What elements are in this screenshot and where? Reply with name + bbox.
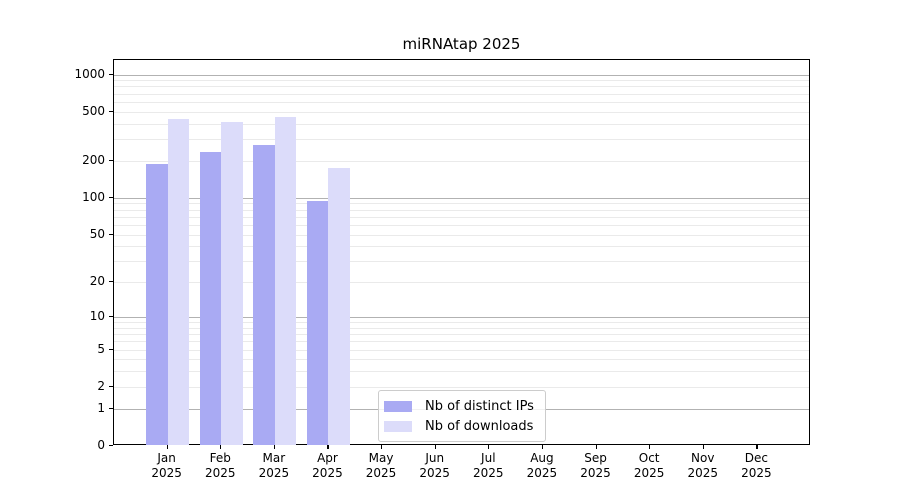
x-tick-label: Nov 2025 xyxy=(687,451,719,480)
gridline-minor xyxy=(114,216,809,218)
bar-distinct-ips xyxy=(146,163,168,445)
x-tick-label: Jul 2025 xyxy=(473,451,504,480)
legend-row-distinct-ips: Nb of distinct IPs xyxy=(384,396,534,416)
gridline-minor xyxy=(114,386,809,388)
y-tick xyxy=(109,281,113,283)
gridline-minor xyxy=(114,80,809,82)
legend-label-distinct-ips: Nb of distinct IPs xyxy=(425,398,534,414)
y-tick-label: 20 xyxy=(89,274,105,289)
gridline-minor xyxy=(114,139,809,141)
y-tick-label: 100 xyxy=(82,189,105,204)
legend-swatch-distinct-ips xyxy=(384,400,412,412)
x-tick xyxy=(434,445,436,449)
x-tick-label: Mar 2025 xyxy=(258,451,290,480)
gridline-minor xyxy=(114,93,809,95)
x-tick-label: Aug 2025 xyxy=(526,451,558,480)
gridline-minor xyxy=(114,224,809,226)
y-tick-label: 2 xyxy=(97,378,105,393)
y-tick-label: 1000 xyxy=(74,66,105,81)
x-tick xyxy=(756,445,758,449)
gridline-major xyxy=(114,317,809,319)
chart-title: miRNAtap 2025 xyxy=(402,35,521,53)
bar-distinct-ips xyxy=(253,144,275,445)
y-tick xyxy=(109,385,113,388)
y-tick xyxy=(109,233,113,235)
bar-distinct-ips xyxy=(199,152,222,445)
x-tick xyxy=(327,445,329,449)
gridline-minor xyxy=(114,334,809,336)
y-tick xyxy=(109,110,113,112)
y-tick-label: 500 xyxy=(82,103,105,118)
x-tick-label: Sep 2025 xyxy=(580,451,611,480)
legend-swatch-downloads xyxy=(384,420,412,432)
gridline-minor xyxy=(114,101,809,103)
y-tick xyxy=(109,445,113,447)
gridline-minor xyxy=(114,327,809,329)
gridline-minor xyxy=(114,282,809,284)
gridline-minor xyxy=(114,203,809,205)
gridline-minor xyxy=(114,246,809,248)
gridline-minor xyxy=(114,160,809,162)
bar-downloads xyxy=(274,116,297,445)
y-tick-label: 50 xyxy=(89,226,105,241)
x-tick-label: May 2025 xyxy=(365,451,397,480)
x-tick xyxy=(220,445,222,449)
x-tick xyxy=(702,445,704,449)
y-tick xyxy=(109,316,113,318)
gridline-minor xyxy=(114,359,809,361)
x-tick xyxy=(541,445,544,449)
y-tick-label: 0 xyxy=(97,438,105,452)
plot-area xyxy=(113,59,810,445)
gridline-major xyxy=(114,197,809,199)
y-tick-label: 5 xyxy=(97,341,105,356)
y-tick-label: 1 xyxy=(97,400,105,415)
y-tick xyxy=(109,159,113,162)
legend: Nb of distinct IPs Nb of downloads xyxy=(378,390,546,442)
x-tick-label: Jun 2025 xyxy=(419,451,450,480)
gridline-minor xyxy=(114,86,809,88)
bar-downloads xyxy=(167,119,190,445)
x-tick xyxy=(166,445,168,449)
gridline-minor xyxy=(114,261,809,263)
gridline-minor xyxy=(114,123,809,125)
x-tick xyxy=(488,445,490,449)
gridline-minor xyxy=(114,234,809,236)
y-tick-label: 200 xyxy=(82,152,105,167)
x-tick xyxy=(273,445,276,449)
gridline-major xyxy=(114,74,809,76)
x-tick-label: Jan 2025 xyxy=(151,451,182,480)
y-tick xyxy=(109,348,113,350)
legend-label-downloads: Nb of downloads xyxy=(425,418,534,434)
gridline-minor xyxy=(114,111,809,113)
y-tick xyxy=(109,73,113,75)
x-tick xyxy=(595,445,597,449)
x-tick-label: Apr 2025 xyxy=(312,451,343,480)
gridline-minor xyxy=(114,209,809,211)
x-tick-label: Dec 2025 xyxy=(741,451,772,480)
bar-downloads xyxy=(221,121,243,445)
x-tick-label: Oct 2025 xyxy=(633,451,665,480)
y-tick-label: 10 xyxy=(89,309,105,324)
gridline-minor xyxy=(114,349,809,351)
x-tick xyxy=(381,445,383,449)
gridline-minor xyxy=(114,341,809,343)
bar-distinct-ips xyxy=(307,200,329,445)
legend-row-downloads: Nb of downloads xyxy=(384,416,534,436)
y-tick xyxy=(109,407,113,409)
y-tick xyxy=(109,196,113,199)
x-tick xyxy=(649,445,651,449)
gridline-minor xyxy=(114,322,809,324)
bar-downloads xyxy=(328,167,350,445)
x-tick-label: Feb 2025 xyxy=(204,451,236,480)
gridline-minor xyxy=(114,371,809,373)
